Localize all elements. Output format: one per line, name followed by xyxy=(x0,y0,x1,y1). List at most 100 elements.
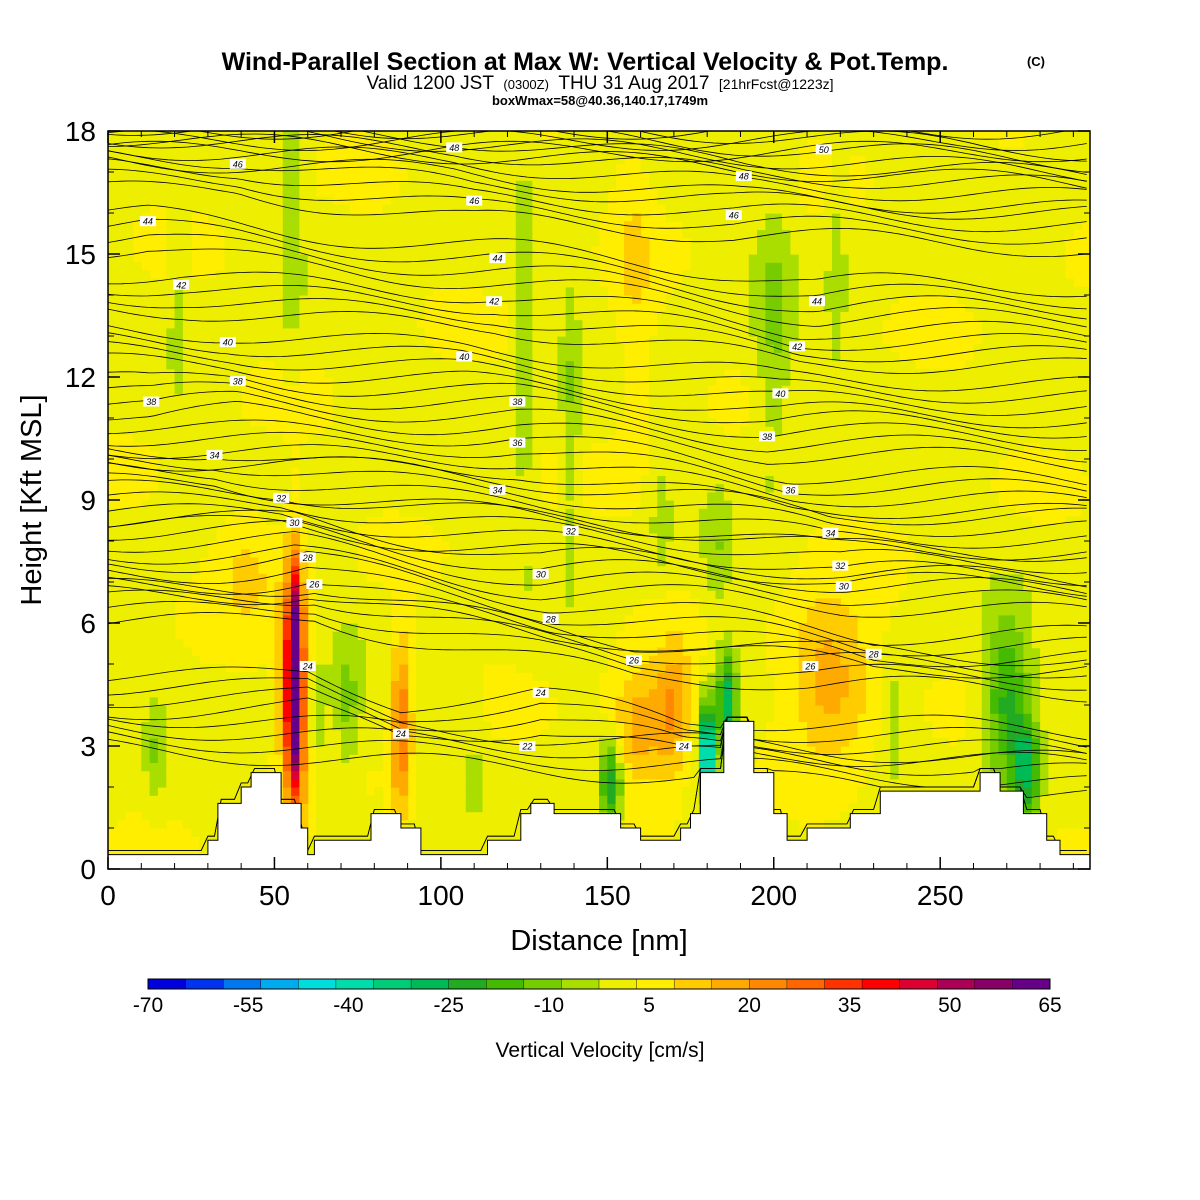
contour-label: 48 xyxy=(446,142,463,153)
x-tick-label: 0 xyxy=(100,880,116,911)
x-tick-label: 50 xyxy=(259,880,290,911)
colorbar-swatch xyxy=(561,978,600,990)
contour-label: 32 xyxy=(273,492,290,503)
y-tick-label: 12 xyxy=(65,362,96,393)
contour-label: 44 xyxy=(809,296,825,307)
contour-label: 42 xyxy=(789,341,806,352)
contour-label: 24 xyxy=(675,741,692,752)
contour-label: 30 xyxy=(532,568,549,579)
chart-subtitle: Valid 1200 JST (0300Z) THU 31 Aug 2017 [… xyxy=(367,73,834,94)
chart-subtitle-2: boxWmax=58@40.36,140.17,1749m xyxy=(492,93,708,108)
chart-title: Wind-Parallel Section at Max W: Vertical… xyxy=(222,48,949,76)
contour-label: 46 xyxy=(725,210,742,221)
contour-label: 22 xyxy=(519,741,536,752)
contour-label: 50 xyxy=(815,144,832,155)
colorbar-tick-label: -25 xyxy=(434,994,464,1017)
contour-label: 38 xyxy=(759,431,776,442)
x-tick-label: 100 xyxy=(418,880,465,911)
contour-label: 32 xyxy=(562,525,579,536)
x-tick-label: 250 xyxy=(917,880,964,911)
y-tick-label: 3 xyxy=(80,731,96,762)
colorbar-swatch xyxy=(974,978,1013,990)
contour-label: 38 xyxy=(229,376,246,387)
contour-label: 24 xyxy=(532,687,549,698)
contour-label: 24 xyxy=(392,728,409,739)
colorbar-swatch xyxy=(147,978,187,990)
colorbar-tick-label: 50 xyxy=(938,994,961,1017)
x-tick-label: 150 xyxy=(584,880,631,911)
colorbar-title: Vertical Velocity [cm/s] xyxy=(496,1039,705,1062)
colorbar-swatch xyxy=(335,978,375,990)
colorbar-swatch xyxy=(523,978,562,990)
contour-label: 24 xyxy=(299,661,316,672)
y-tick-label: 6 xyxy=(80,608,96,639)
colorbar-tick-label: -70 xyxy=(133,994,163,1017)
contour-label: 26 xyxy=(306,579,323,590)
contour-label: 42 xyxy=(486,296,503,307)
colorbar-swatch xyxy=(824,978,863,990)
colorbar-swatch xyxy=(298,978,337,990)
colorbar-swatch xyxy=(711,978,750,990)
colorbar-swatch xyxy=(448,978,487,990)
y-axis-title: Height [Kft MSL] xyxy=(16,394,48,605)
copyright-mark: (C) xyxy=(1027,54,1045,69)
colorbar-swatch xyxy=(786,978,825,990)
contour-label: 42 xyxy=(173,279,190,290)
colorbar-swatch xyxy=(937,978,976,990)
colorbar-tick-label: 20 xyxy=(738,994,761,1017)
contour-label: 30 xyxy=(286,517,303,528)
colorbar-swatch xyxy=(410,978,450,990)
contour-label: 38 xyxy=(509,396,526,407)
colorbar-tick-label: 35 xyxy=(838,994,861,1017)
contour-label: 26 xyxy=(626,654,642,665)
colorbar-tick-label: -40 xyxy=(333,994,363,1017)
colorbar-swatch xyxy=(673,978,713,990)
contour-label: 48 xyxy=(735,171,752,182)
colorbar-swatch xyxy=(1012,978,1051,990)
colorbar xyxy=(147,978,1051,990)
colorbar-tick-label: 5 xyxy=(643,994,655,1017)
contour-label: 34 xyxy=(822,527,839,538)
y-tick-label: 15 xyxy=(65,239,96,270)
contour-label: 46 xyxy=(229,158,246,169)
y-tick-label: 0 xyxy=(80,854,96,885)
contour-label: 28 xyxy=(865,648,882,659)
contour-label: 40 xyxy=(772,388,789,399)
y-tick-label: 18 xyxy=(65,116,96,147)
contour-label: 44 xyxy=(139,216,156,227)
colorbar-swatch xyxy=(486,978,525,990)
subtitle-utc: (0300Z) xyxy=(503,77,549,92)
contour-label: 38 xyxy=(143,396,160,407)
colorbar-swatch xyxy=(185,978,224,990)
y-tick-label: 9 xyxy=(80,485,96,516)
subtitle-forecast: [21hrFcst@1223z] xyxy=(719,76,834,92)
contour-label: 46 xyxy=(466,195,483,206)
contour-label: 30 xyxy=(835,581,852,592)
contour-label: 44 xyxy=(489,253,506,264)
subtitle-valid: Valid 1200 JST xyxy=(367,73,495,94)
contour-labels: 46 48 50 48 46 46 44 44 44 42 42 42 40 40 40 38 38 38 38 34… xyxy=(139,142,882,752)
plot-area: 46 48 50 48 46 46 44 44 44 42 42 42 40 40 40 38 38 38 38 34… xyxy=(108,131,1090,869)
contour-label: 28 xyxy=(542,613,559,624)
colorbar-tick-label: -55 xyxy=(233,994,263,1017)
x-axis-title: Distance [nm] xyxy=(510,925,687,957)
contour-label: 28 xyxy=(299,552,316,563)
contour-label: 40 xyxy=(456,351,473,362)
terrain xyxy=(108,720,1090,869)
x-tick-label: 200 xyxy=(750,880,797,911)
colorbar-swatch xyxy=(861,978,901,990)
axis-ticks xyxy=(107,130,1090,870)
colorbar-swatch xyxy=(373,978,412,990)
colorbar-swatch xyxy=(222,978,262,990)
colorbar-swatch xyxy=(598,978,638,990)
colorbar-swatch xyxy=(260,978,299,990)
colorbar-swatch xyxy=(749,978,788,990)
colorbar-swatch xyxy=(899,978,938,990)
potential-temperature-contours xyxy=(108,131,1087,852)
colorbar-tick-labels: -70 -55 -40 -25 -10 5 20 35 50 65 xyxy=(133,994,1062,1017)
contour-label: 34 xyxy=(489,484,506,495)
contour-label: 32 xyxy=(832,560,849,571)
contour-label: 36 xyxy=(509,437,526,448)
